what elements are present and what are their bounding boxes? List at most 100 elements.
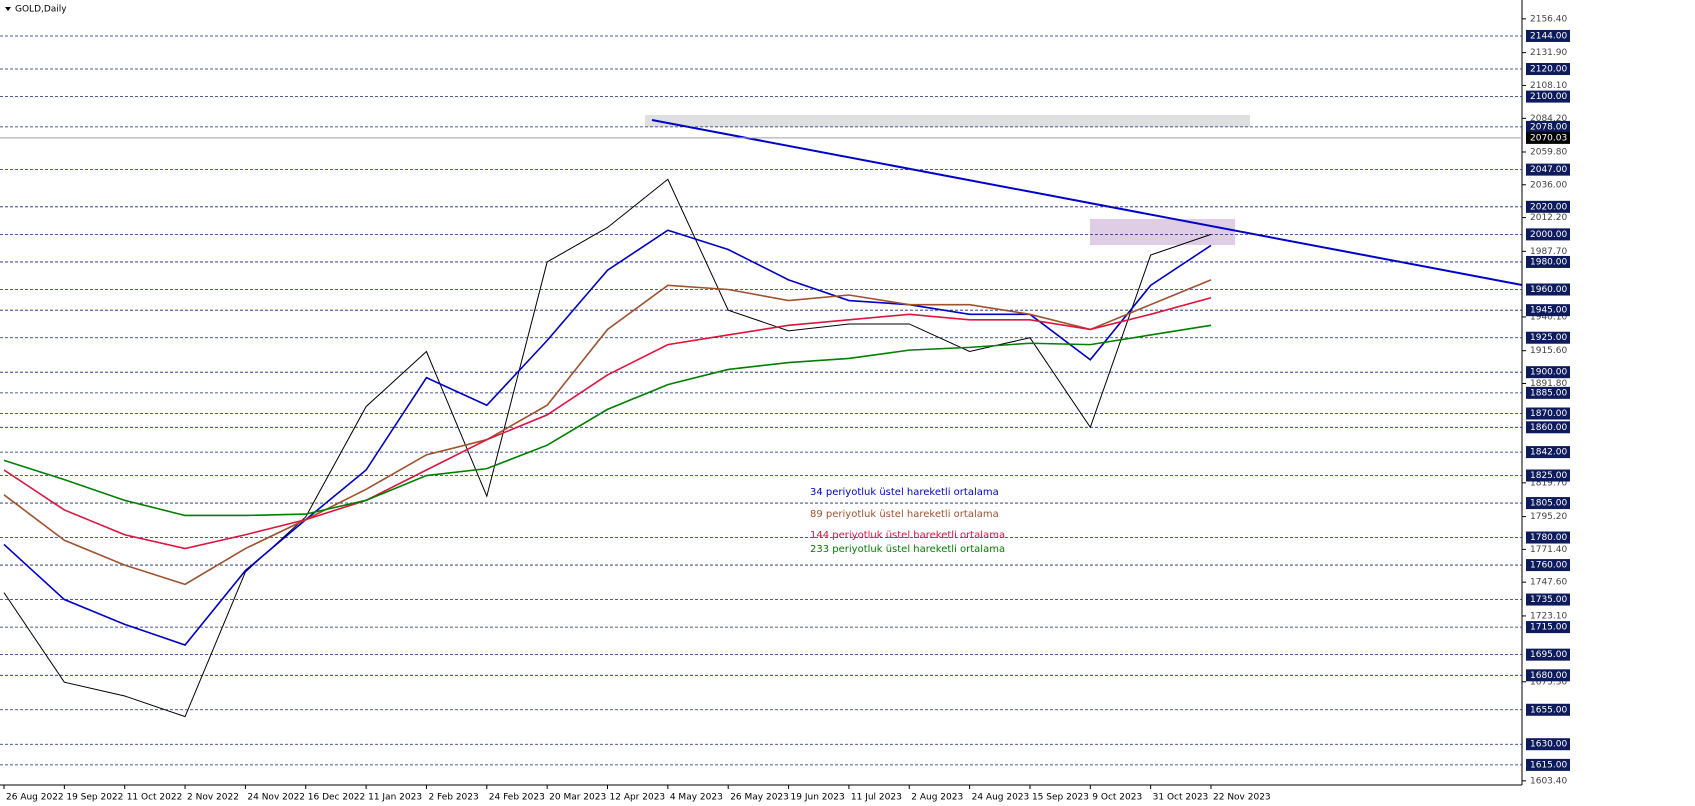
trend-line	[651, 119, 1523, 286]
level-box	[1526, 407, 1570, 420]
level-label: 1925.00	[1530, 333, 1567, 343]
level-box	[1526, 621, 1570, 634]
x-tick-label: 4 May 2023	[670, 793, 723, 803]
x-tick-label: 2 Nov 2022	[187, 793, 239, 803]
level-box	[1526, 331, 1570, 344]
level-label: 1760.00	[1530, 561, 1567, 571]
y-tick-label: 2131.90	[1530, 48, 1567, 58]
level-label: 1870.00	[1530, 409, 1567, 419]
level-box	[1526, 559, 1570, 572]
level-label: 2144.00	[1530, 31, 1567, 41]
x-tick-label: 26 Aug 2022	[6, 793, 64, 803]
legend-label: 233 periyotluk üstel hareketli ortalama	[810, 544, 1005, 555]
level-box	[1526, 497, 1570, 510]
y-tick-label: 1915.60	[1530, 346, 1567, 356]
last-price-box	[1526, 131, 1570, 144]
level-box	[1526, 255, 1570, 268]
level-box	[1526, 446, 1570, 459]
series-line	[3, 296, 1212, 550]
series-line	[3, 229, 1212, 646]
y-tick-label: 2156.40	[1530, 14, 1567, 24]
level-label: 2100.00	[1530, 92, 1567, 102]
level-box	[1526, 163, 1570, 176]
series-line	[3, 279, 1212, 586]
level-label: 1655.00	[1530, 705, 1567, 715]
y-tick-label: 1795.20	[1530, 512, 1567, 522]
level-label: 1695.00	[1530, 650, 1567, 660]
level-box	[1526, 593, 1570, 606]
level-box	[1526, 200, 1570, 213]
y-tick-label: 1940.10	[1530, 312, 1567, 322]
y-tick-label: 1771.40	[1530, 545, 1567, 555]
y-tick-label: 2036.00	[1530, 180, 1567, 190]
level-label: 1825.00	[1530, 471, 1567, 481]
level-label: 2047.00	[1530, 165, 1567, 175]
level-label: 2120.00	[1530, 65, 1567, 75]
x-tick-label: 20 Mar 2023	[549, 793, 606, 803]
x-tick-label: 12 Apr 2023	[610, 793, 666, 803]
level-label: 1842.00	[1530, 448, 1567, 458]
last-price-label: 2070.03	[1530, 133, 1567, 143]
level-box	[1526, 63, 1570, 76]
top-zone	[645, 115, 1250, 127]
level-label: 1715.00	[1530, 623, 1567, 633]
series-line	[3, 324, 1212, 517]
level-box	[1526, 648, 1570, 661]
chart-title: GOLD,Daily	[15, 5, 67, 15]
y-tick-label: 2059.80	[1530, 147, 1567, 157]
resistance-zone	[1090, 219, 1235, 245]
y-tick-label: 1987.70	[1530, 247, 1567, 257]
x-tick-label: 22 Nov 2023	[1213, 793, 1271, 803]
level-label: 1680.00	[1530, 671, 1567, 681]
menu-arrow	[5, 7, 11, 11]
legend-label: 89 periyotluk üstel hareketli ortalama	[810, 509, 999, 520]
level-label: 1885.00	[1530, 388, 1567, 398]
y-tick-label: 1819.70	[1530, 478, 1567, 488]
level-box	[1526, 283, 1570, 296]
x-tick-label: 9 Oct 2023	[1092, 793, 1142, 803]
level-label: 1735.00	[1530, 595, 1567, 605]
x-tick-label: 19 Jun 2023	[791, 793, 845, 803]
level-box	[1526, 304, 1570, 317]
x-tick-label: 15 Sep 2023	[1032, 793, 1089, 803]
level-box	[1526, 421, 1570, 434]
legend-label: 34 periyotluk üstel hareketli ortalama	[810, 487, 999, 498]
series-line	[3, 178, 1212, 718]
level-label: 2020.00	[1530, 202, 1567, 212]
level-box	[1526, 228, 1570, 241]
y-tick-label: 2084.20	[1530, 114, 1567, 124]
level-label: 1860.00	[1530, 423, 1567, 433]
level-label: 1945.00	[1530, 306, 1567, 316]
level-label: 1900.00	[1530, 368, 1567, 378]
level-box	[1526, 366, 1570, 379]
x-tick-label: 2 Feb 2023	[428, 793, 478, 803]
level-box	[1526, 90, 1570, 103]
y-tick-label: 1675.30	[1530, 677, 1567, 687]
x-tick-label: 2 Aug 2023	[911, 793, 963, 803]
x-tick-label: 11 Oct 2022	[127, 793, 183, 803]
level-label: 1780.00	[1530, 533, 1567, 543]
y-tick-label: 2012.20	[1530, 213, 1567, 223]
level-label: 1980.00	[1530, 257, 1567, 267]
x-tick-label: 24 Aug 2023	[972, 793, 1030, 803]
level-box	[1526, 703, 1570, 716]
x-tick-label: 16 Dec 2022	[308, 793, 366, 803]
y-tick-label: 1603.40	[1530, 776, 1567, 786]
level-box	[1526, 531, 1570, 544]
level-box	[1526, 386, 1570, 399]
level-box	[1526, 469, 1570, 482]
level-box	[1526, 669, 1570, 682]
level-label: 2078.00	[1530, 122, 1567, 132]
x-tick-label: 11 Jan 2023	[368, 793, 422, 803]
level-label: 1615.00	[1530, 760, 1567, 770]
level-box	[1526, 120, 1570, 133]
level-box	[1526, 738, 1570, 751]
level-box	[1526, 29, 1570, 42]
level-label: 2000.00	[1530, 230, 1567, 240]
x-tick-label: 26 May 2023	[730, 793, 789, 803]
level-box	[1526, 758, 1570, 771]
x-tick-label: 31 Oct 2023	[1153, 793, 1209, 803]
x-tick-label: 19 Sep 2022	[66, 793, 123, 803]
